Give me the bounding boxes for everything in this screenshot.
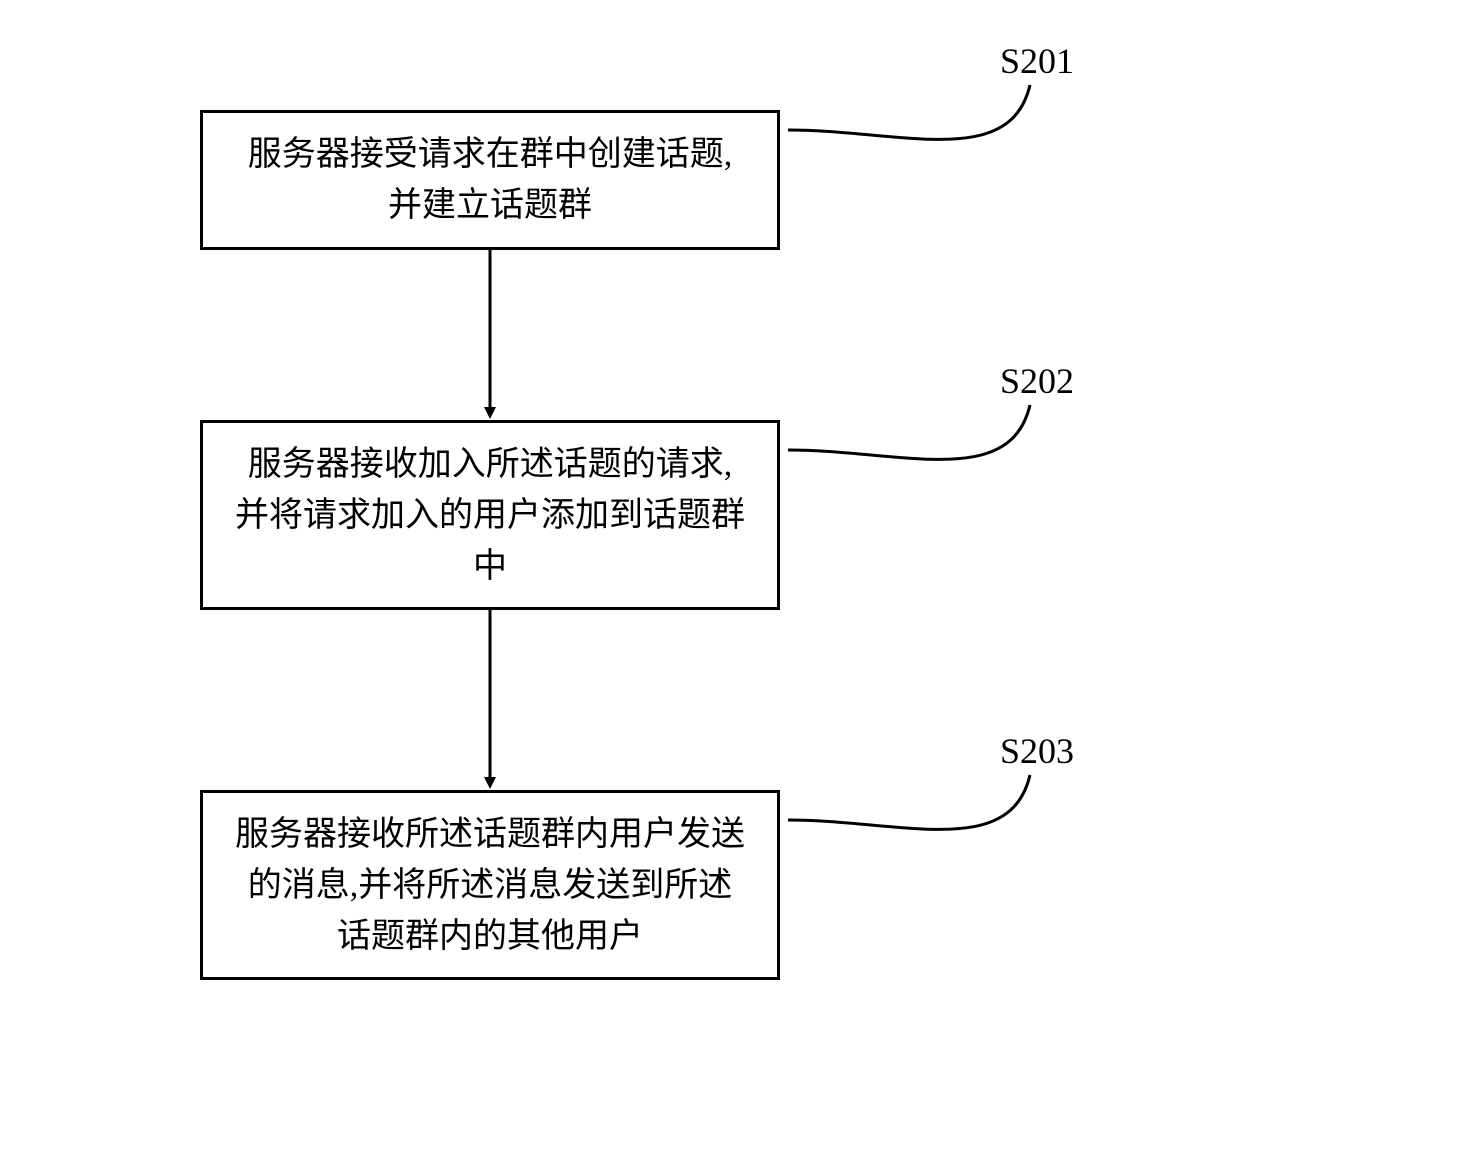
flow-node-3: 服务器接收所述话题群内用户发送的消息,并将所述消息发送到所述话题群内的其他用户 <box>200 790 780 980</box>
connector-s203 <box>788 775 1030 829</box>
step-label-s203-text: S203 <box>1000 731 1074 771</box>
step-label-s203: S203 <box>1000 730 1074 772</box>
step-label-s202: S202 <box>1000 360 1074 402</box>
connector-s202 <box>788 405 1030 459</box>
flow-node-3-text: 服务器接收所述话题群内用户发送的消息,并将所述消息发送到所述话题群内的其他用户 <box>235 809 745 962</box>
flow-node-1-text: 服务器接受请求在群中创建话题,并建立话题群 <box>248 129 733 231</box>
flow-node-1: 服务器接受请求在群中创建话题,并建立话题群 <box>200 110 780 250</box>
connector-s201 <box>788 85 1030 139</box>
flow-node-2-text: 服务器接收加入所述话题的请求,并将请求加入的用户添加到话题群中 <box>235 439 745 592</box>
flow-node-2: 服务器接收加入所述话题的请求,并将请求加入的用户添加到话题群中 <box>200 420 780 610</box>
step-label-s202-text: S202 <box>1000 361 1074 401</box>
step-label-s201: S201 <box>1000 40 1074 82</box>
step-label-s201-text: S201 <box>1000 41 1074 81</box>
